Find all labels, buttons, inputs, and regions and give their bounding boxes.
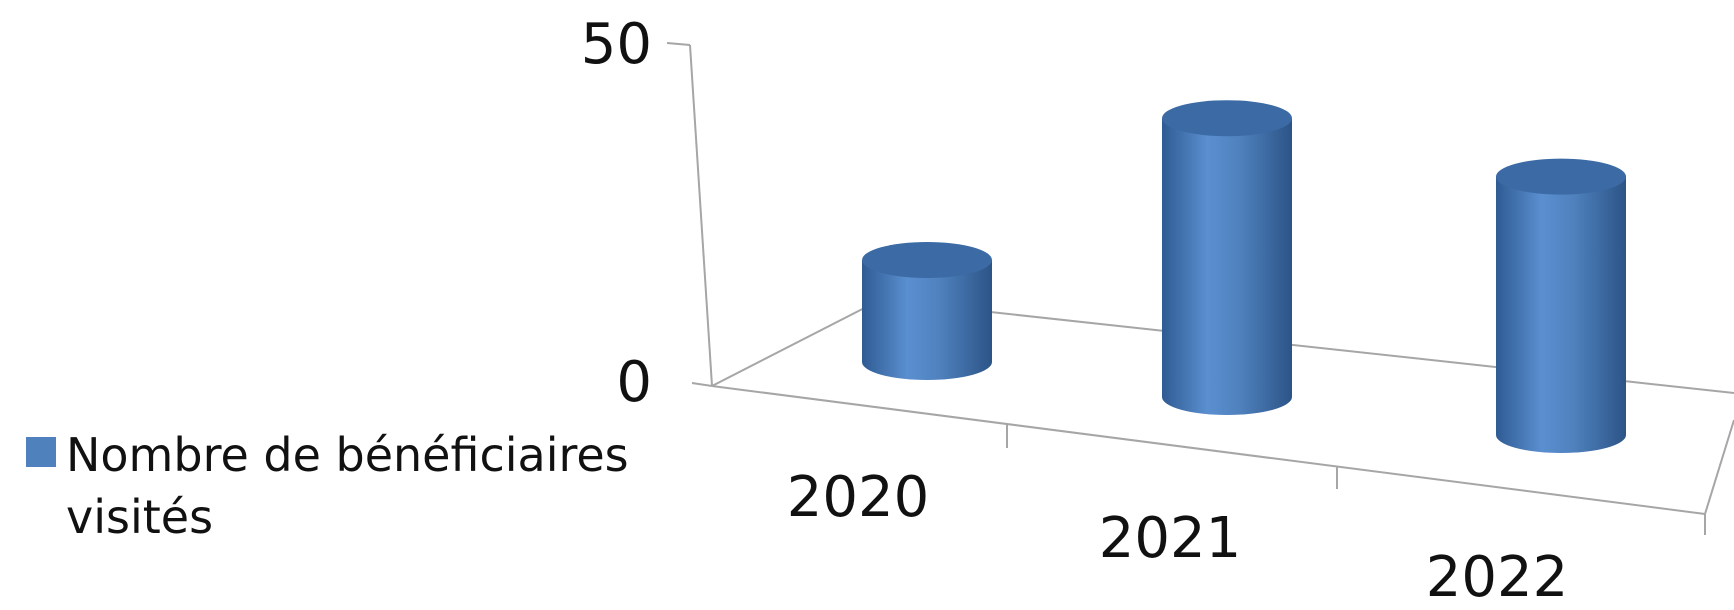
x-tick-label: 2020 [787,465,930,530]
legend: Nombre de bénéficiaires visités [26,424,726,548]
bar [1496,158,1626,453]
bar-body [1162,118,1292,415]
bar-body [1496,176,1626,453]
floor-left-edge [711,299,881,387]
bar-top [1162,100,1292,137]
y-tick-label: 50 [581,12,652,77]
legend-label: Nombre de bénéficiaires visités [66,428,629,544]
x-tick-label: 2022 [1426,545,1569,610]
floor-front-edge [711,385,1706,515]
floor-right-edge [1704,419,1734,515]
legend-swatch [26,437,56,467]
y-axis-tick-top [666,42,691,46]
bar-body [862,260,992,380]
bar-top [862,242,992,278]
bar [1162,100,1292,415]
y-axis-tick-bottom [691,382,713,387]
bar-top [1496,158,1626,195]
y-tick-label: 0 [616,350,652,415]
x-tick-label: 2021 [1099,506,1242,571]
bar [862,242,992,380]
y-axis-line [689,44,713,387]
